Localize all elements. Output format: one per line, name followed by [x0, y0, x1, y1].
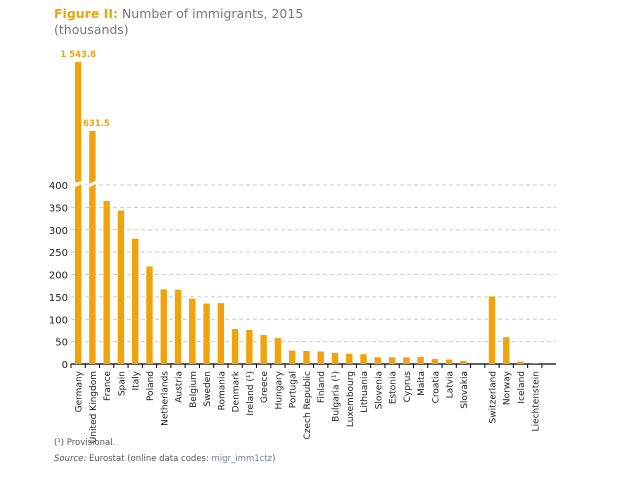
- x-tick-label: Bulgaria (¹): [331, 371, 341, 422]
- bar: [374, 357, 382, 364]
- source-label: Source:: [54, 454, 87, 464]
- x-tick-label: Estonia: [389, 371, 399, 404]
- axis-break-mark: [71, 179, 85, 189]
- x-tick-label: Slovakia: [460, 371, 470, 409]
- bar: [488, 296, 496, 364]
- bar: [160, 289, 167, 364]
- x-tick-label: Latvia: [446, 371, 456, 398]
- x-tick-label: Greece: [260, 371, 270, 403]
- source-close: ): [272, 454, 276, 464]
- source-code-link[interactable]: migr_imm1ctz: [211, 454, 273, 464]
- bar: [388, 357, 396, 364]
- bar: [431, 359, 439, 364]
- x-tick-label: Sweden: [203, 371, 213, 407]
- bar: [460, 360, 467, 364]
- title-unit: (thousands): [54, 22, 129, 37]
- bar: [103, 201, 110, 364]
- x-tick-label: Cyprus: [403, 371, 413, 403]
- data-label: 631.5: [83, 119, 110, 129]
- x-tick-label: Croatia: [431, 371, 441, 403]
- x-tick-label: Spain: [117, 371, 127, 396]
- y-tick-label: 150: [49, 293, 68, 304]
- bar: [417, 356, 424, 364]
- y-tick-label: 100: [49, 315, 68, 326]
- x-tick-label: Germany: [75, 370, 85, 412]
- x-tick-label: Poland: [146, 371, 156, 401]
- x-tick-label: Belgium: [189, 371, 199, 408]
- bar: [89, 131, 96, 364]
- x-tick-label: Netherlands: [160, 371, 170, 426]
- bar: [317, 351, 324, 364]
- chart-title: Figure II: Number of immigrants, 2015 (t…: [54, 6, 303, 38]
- x-tick-label: Switzerland: [488, 371, 498, 424]
- axis-break-mark: [85, 179, 100, 189]
- bar: [274, 338, 282, 364]
- y-tick-label: 250: [49, 248, 68, 259]
- x-tick-label: Slovenia: [374, 371, 384, 409]
- bar: [217, 303, 225, 364]
- bar: [346, 353, 353, 364]
- bar: [146, 266, 153, 364]
- bar: [503, 337, 510, 364]
- bar: [260, 334, 267, 364]
- title-text: Number of immigrants, 2015: [121, 6, 304, 21]
- figure-label: Figure II:: [54, 6, 118, 21]
- y-tick-label: 200: [49, 271, 68, 282]
- x-tick-label: United Kingdom: [89, 371, 99, 443]
- axis-break-mark: [69, 180, 77, 189]
- bar: [288, 350, 296, 364]
- x-tick-label: Denmark: [232, 370, 242, 412]
- bar: [331, 352, 339, 364]
- bar: [246, 329, 253, 364]
- x-tick-label: Malta: [417, 371, 427, 396]
- x-tick-label: Ireland (¹): [246, 371, 256, 416]
- x-tick-label: Italy: [132, 370, 142, 390]
- x-tick-label: Portugal: [289, 371, 299, 408]
- x-tick-label: Hungary: [274, 370, 284, 409]
- bar: [231, 329, 239, 364]
- y-tick-label: 0: [62, 360, 68, 371]
- bar: [517, 361, 524, 364]
- y-tick-label: 350: [49, 203, 68, 214]
- footnote-provisional: (¹) Provisional.: [54, 438, 116, 448]
- bar: [360, 354, 367, 364]
- bar: [403, 357, 410, 364]
- bar: [303, 351, 310, 364]
- bar: [203, 303, 210, 364]
- x-tick-label: Austria: [175, 371, 185, 403]
- x-tick-label: Liechtenstein: [531, 371, 541, 431]
- bar: [189, 298, 196, 364]
- x-tick-label: Finland: [317, 371, 327, 403]
- source-text: Eurostat (online data codes:: [88, 454, 212, 464]
- x-tick-label: Iceland: [517, 371, 527, 404]
- y-tick-label: 300: [49, 226, 68, 237]
- x-tick-label: France: [103, 371, 113, 401]
- x-tick-label: Lithuania: [360, 371, 370, 413]
- bar: [117, 210, 125, 364]
- x-tick-label: Luxembourg: [346, 371, 356, 427]
- y-tick-label: 400: [49, 181, 68, 192]
- bar: [74, 62, 82, 364]
- data-label: 1 543.8: [60, 50, 96, 60]
- x-tick-label: Norway: [503, 370, 513, 405]
- bar: [174, 289, 182, 364]
- footnote-source: Source: Eurostat (online data codes: mig…: [54, 454, 275, 464]
- x-tick-label: Czech Republic: [303, 371, 313, 440]
- bar: [132, 238, 139, 364]
- x-tick-label: Romania: [217, 371, 227, 410]
- bar: [445, 359, 453, 364]
- y-tick-label: 50: [55, 338, 68, 349]
